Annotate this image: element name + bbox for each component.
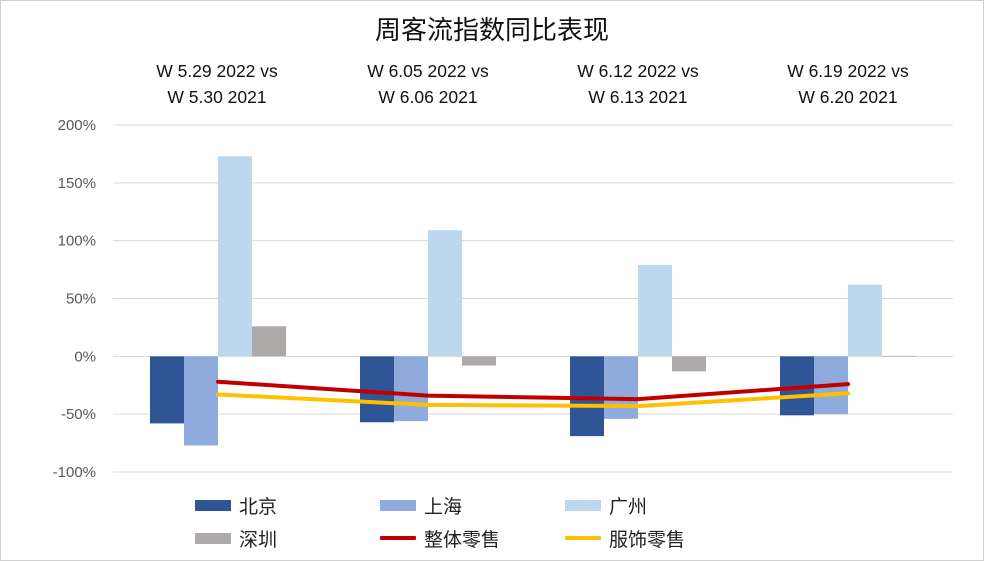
bar [672,356,706,372]
y-tick-label: 0% [74,348,96,365]
period-label-2: W 6.05 2022 vs W 6.06 2021 [323,58,533,110]
period-label-3-line2: W 6.13 2021 [588,87,688,107]
legend-swatch-shanghai [380,499,416,511]
chart-title: 周客流指数同比表现 [374,16,609,46]
bar [360,356,394,423]
bar [394,356,428,422]
legend-swatch-overall [380,536,416,540]
bar [150,356,184,424]
y-tick-label: 50% [66,291,96,308]
legend-swatch-shenzhen [195,532,231,544]
legend-label-overall: 整体零售 [424,528,501,551]
legend-swatch-beijing [195,499,231,511]
legend-item-guangzhou: 广州 [565,490,647,520]
y-tick-label: -50% [61,406,96,423]
legend-swatch-apparel [565,536,601,540]
bar [882,356,916,357]
period-label-3-line1: W 6.12 2022 vs [577,61,699,81]
legend-item-overall: 整体零售 [380,523,500,553]
bar [462,356,496,366]
series-line [216,391,850,409]
legend-swatch-guangzhou [565,499,601,511]
bar [604,356,638,419]
period-label-2-line1: W 6.05 2022 vs [367,61,489,81]
legend-label-shanghai: 上海 [424,495,463,518]
period-label-1-line1: W 5.29 2022 vs [156,61,278,81]
legend-item-apparel: 服饰零售 [565,523,685,553]
legend-item-shanghai: 上海 [380,490,462,520]
period-label-4: W 6.19 2022 vs W 6.20 2021 [743,58,953,110]
bar [428,230,462,357]
series-line [216,379,850,402]
period-label-3: W 6.12 2022 vs W 6.13 2021 [533,58,743,110]
legend-item-shenzhen: 深圳 [195,523,277,553]
y-tick-label: 100% [58,233,96,250]
period-label-1: W 5.29 2022 vs W 5.30 2021 [112,58,322,110]
bar [848,284,882,357]
y-tick-label: 150% [58,175,96,192]
legend-label-apparel: 服饰零售 [609,528,686,551]
legend-label-guangzhou: 广州 [609,495,648,518]
bar [638,264,672,357]
y-tick-label: 200% [58,117,96,134]
y-tick-label: -100% [53,464,96,481]
bar [252,326,286,357]
legend-label-beijing: 北京 [239,495,278,518]
bar [184,356,218,446]
bar [218,156,252,357]
legend-item-beijing: 北京 [195,490,277,520]
legend: 北京 上海 广州 深圳 整体零售 服饰零售 [195,490,795,560]
legend-label-shenzhen: 深圳 [239,528,278,551]
period-label-4-line2: W 6.20 2021 [798,87,898,107]
period-label-2-line2: W 6.06 2021 [378,87,478,107]
period-label-1-line2: W 5.30 2021 [167,87,267,107]
period-label-4-line1: W 6.19 2022 vs [787,61,909,81]
